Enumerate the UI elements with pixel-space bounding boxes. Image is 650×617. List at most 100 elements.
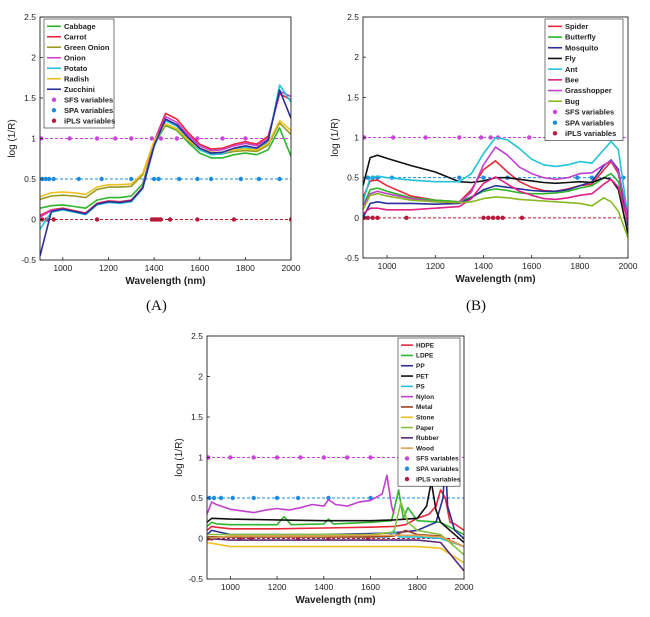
legend-label-paper: Paper — [416, 425, 435, 432]
panel-c: 1000 1200 1400 1600 1800 2000 -0.5 0 0.5 1 1.5 2 2.5… — [174, 331, 474, 606]
spa-variables-marker-1 — [211, 495, 217, 501]
x-tick-label: 1600 — [190, 263, 209, 273]
x-tick-label: 1600 — [361, 582, 380, 592]
legend-label-spa-variables: SPA variables — [64, 106, 113, 115]
legend-swatch-ipls-variables — [404, 476, 410, 482]
ipls-variables-marker-8 — [495, 215, 501, 221]
y-tick-label: -0.5 — [21, 255, 36, 265]
x-tick-label: 1400 — [145, 263, 164, 273]
sfs-variables-marker-1 — [228, 455, 233, 460]
x-tick-label: 1400 — [314, 582, 333, 592]
series-line-pet — [207, 481, 464, 544]
y-tick-label: 1 — [198, 453, 203, 463]
series-line-ant — [363, 136, 628, 218]
x-tick-label: 1000 — [221, 582, 240, 592]
legend-swatch-ipls-variables — [552, 131, 558, 136]
spa-variables-marker-14 — [277, 176, 282, 182]
y-axis-label: log (1/R) — [174, 438, 185, 476]
legend-label-spa-variables: SPA variables — [565, 118, 614, 127]
y-axis-label: log (1/R) — [330, 118, 341, 156]
spa-variables-marker-0 — [365, 175, 371, 180]
sfs-variables-marker-5 — [149, 136, 155, 141]
spa-variables-marker-3 — [230, 495, 235, 501]
x-tick-label: 1200 — [268, 582, 287, 592]
legend-swatch-spa-variables — [404, 466, 410, 471]
spa-variables-marker-13 — [256, 176, 262, 182]
spa-variables-marker-6 — [295, 495, 301, 501]
y-tick-label: 0 — [354, 213, 359, 223]
legend-label-pp: PP — [416, 363, 425, 370]
x-tick-label: 1200 — [426, 261, 445, 271]
spa-variables-marker-7 — [151, 176, 157, 182]
series-line-fly — [363, 154, 628, 235]
ipls-variables-marker-7 — [490, 215, 496, 221]
series-line-nylon — [207, 474, 395, 515]
legend-swatch-sfs-variables — [404, 456, 410, 461]
series-line-radish — [40, 119, 291, 198]
spa-variables-marker-4 — [76, 176, 81, 182]
legend-label-ipls-variables: iPLS variables — [64, 116, 115, 125]
y-tick-label: -0.5 — [188, 574, 203, 584]
legend-label-mosquito: Mosquito — [565, 43, 599, 52]
sfs-variables-marker-6 — [158, 136, 164, 141]
x-tick-label: 1800 — [408, 582, 427, 592]
x-tick-label: 1000 — [378, 261, 397, 271]
series-line-stone — [207, 541, 464, 564]
x-tick-label: 2000 — [619, 261, 638, 271]
x-tick-label: 2000 — [455, 582, 474, 592]
sfs-variables-marker-1 — [390, 135, 396, 140]
x-tick-label: 2000 — [282, 263, 301, 273]
legend-label-bee: Bee — [565, 75, 579, 84]
series-line-bee — [363, 176, 628, 223]
ipls-variables-marker-11 — [231, 217, 237, 222]
ipls-variables-marker-2 — [370, 215, 375, 221]
legend-label-ldpe: LDPE — [416, 353, 434, 360]
legend-label-ipls-variables: iPLS variables — [565, 129, 616, 138]
spa-variables-marker-5 — [99, 176, 104, 182]
series-line-spider — [363, 160, 628, 218]
x-tick-label: 1400 — [474, 261, 493, 271]
spa-variables-marker-10 — [195, 176, 200, 182]
x-tick-label: 1800 — [236, 263, 255, 273]
spa-variables-marker-3 — [51, 176, 56, 182]
y-tick-label: 0.5 — [347, 173, 359, 183]
series-line-ldpe — [207, 489, 464, 536]
plot-area — [207, 455, 464, 572]
panel-a: 1000 1200 1400 1600 1800 2000 -0.5 0 0.5 1 1.5 2 2.5… — [7, 12, 301, 287]
y-tick-label: 1.5 — [191, 412, 203, 422]
spa-variables-marker-7 — [326, 495, 331, 501]
y-tick-label: 2.5 — [191, 331, 203, 341]
ipls-variables-marker-9 — [500, 215, 505, 221]
sfs-variables-marker-7 — [368, 455, 373, 460]
spa-variables-marker-5 — [481, 175, 486, 180]
legend-label-rubber: Rubber — [416, 435, 439, 442]
sfs-variables-marker-4 — [298, 455, 303, 460]
series-line-zucchini — [40, 89, 291, 257]
legend-label-carrot: Carrot — [64, 32, 87, 41]
sfs-variables-marker-3 — [457, 135, 462, 140]
x-axis-label: Wavelength (nm) — [455, 274, 535, 285]
legend-label-fly: Fly — [565, 54, 577, 63]
x-tick-label: 1000 — [53, 263, 72, 273]
ipls-variables-marker-9 — [167, 217, 173, 222]
spa-variables-marker-11 — [208, 176, 214, 182]
y-tick-label: -0.5 — [344, 253, 359, 263]
legend-label-ps: PS — [416, 384, 425, 391]
legend-swatch-spa-variables — [51, 108, 57, 113]
legend-label-sfs-variables: SFS variables — [64, 95, 113, 104]
y-tick-label: 1 — [354, 133, 359, 143]
legend-label-ant: Ant — [565, 65, 578, 74]
sfs-variables-marker-8 — [195, 136, 200, 141]
y-tick-label: 2 — [198, 372, 203, 382]
series-line-butterfly — [363, 172, 628, 219]
y-tick-label: 0 — [31, 215, 36, 225]
legend-label-metal: Metal — [416, 404, 433, 411]
spa-variables-marker-2 — [218, 495, 224, 501]
sfs-variables-marker-10 — [243, 136, 248, 141]
y-tick-label: 2 — [354, 52, 359, 62]
legend-label-ipls-variables: iPLS variables — [416, 476, 461, 483]
sfs-variables-marker-7 — [174, 136, 180, 141]
sfs-variables-marker-9 — [220, 136, 225, 141]
y-tick-label: 1.5 — [347, 92, 359, 102]
x-axis-label: Wavelength (nm) — [295, 595, 375, 606]
